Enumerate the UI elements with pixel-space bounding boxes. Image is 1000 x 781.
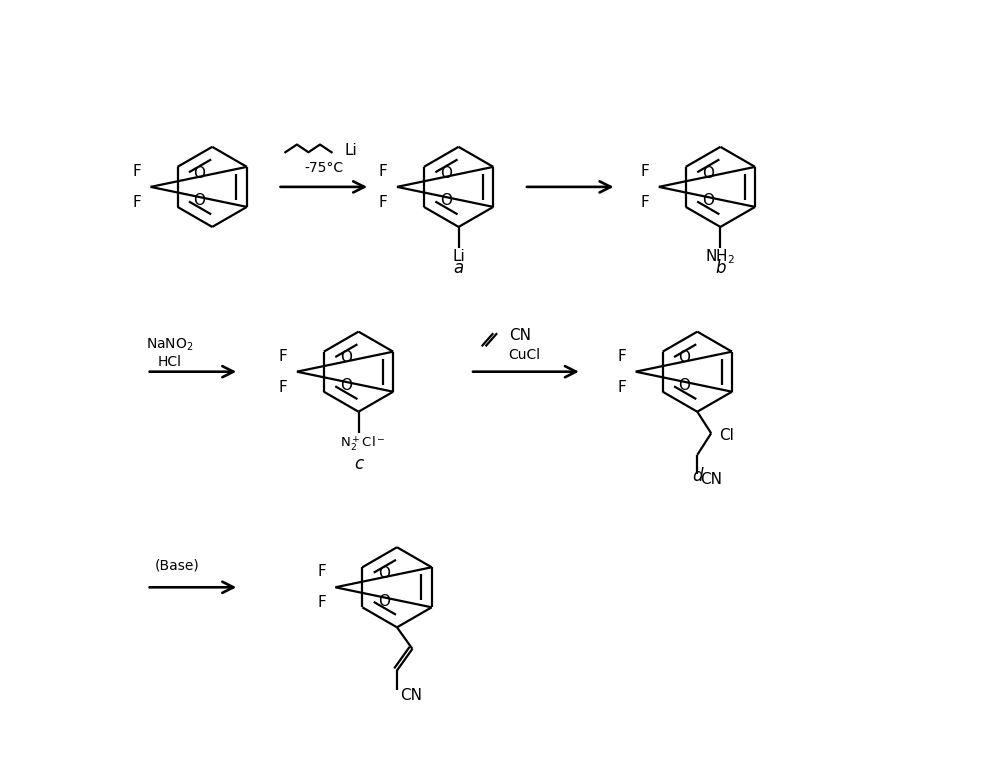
Text: O: O xyxy=(679,351,691,366)
Text: NaNO$_2$: NaNO$_2$ xyxy=(146,337,194,353)
Text: O: O xyxy=(702,193,714,209)
Text: O: O xyxy=(194,193,206,209)
Text: CN: CN xyxy=(509,328,531,343)
Text: N$_2^+$Cl$^-$: N$_2^+$Cl$^-$ xyxy=(340,435,385,454)
Text: F: F xyxy=(279,349,287,364)
Text: O: O xyxy=(702,166,714,180)
Text: -75°C: -75°C xyxy=(304,161,343,175)
Text: O: O xyxy=(378,566,390,581)
Text: F: F xyxy=(132,194,141,210)
Text: O: O xyxy=(340,378,352,393)
Text: O: O xyxy=(340,351,352,366)
Text: NH$_2$: NH$_2$ xyxy=(705,247,736,266)
Text: O: O xyxy=(440,166,452,180)
Text: HCl: HCl xyxy=(158,355,182,369)
Text: CN: CN xyxy=(400,687,422,703)
Text: (Base): (Base) xyxy=(155,558,200,572)
Text: Cl: Cl xyxy=(719,428,734,443)
Text: b: b xyxy=(715,259,726,276)
Text: F: F xyxy=(317,565,326,580)
Text: F: F xyxy=(617,349,626,364)
Text: F: F xyxy=(317,595,326,610)
Text: F: F xyxy=(379,164,388,179)
Text: F: F xyxy=(641,194,649,210)
Text: O: O xyxy=(194,166,206,180)
Text: Li: Li xyxy=(452,248,465,264)
Text: F: F xyxy=(132,164,141,179)
Text: CN: CN xyxy=(700,472,722,487)
Text: O: O xyxy=(679,378,691,393)
Text: O: O xyxy=(378,594,390,608)
Text: F: F xyxy=(279,380,287,394)
Text: F: F xyxy=(379,194,388,210)
Text: CuCl: CuCl xyxy=(508,348,540,362)
Text: F: F xyxy=(617,380,626,394)
Text: a: a xyxy=(453,259,464,276)
Text: d: d xyxy=(692,466,703,485)
Text: O: O xyxy=(440,193,452,209)
Text: Li: Li xyxy=(345,143,357,159)
Text: F: F xyxy=(641,164,649,179)
Text: c: c xyxy=(354,455,363,473)
